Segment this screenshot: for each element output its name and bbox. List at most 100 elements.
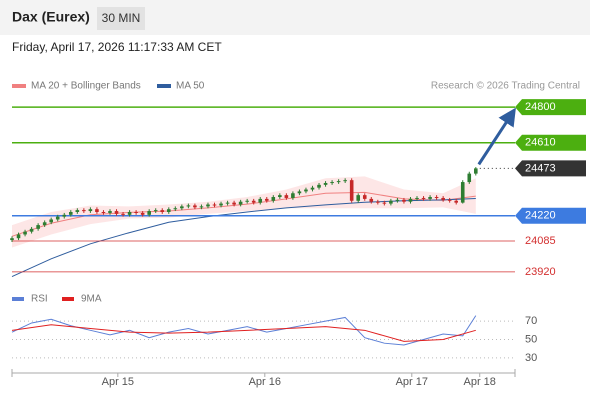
- legend-label: 9MA: [81, 294, 102, 305]
- candle-body: [16, 234, 21, 239]
- level-label: 24800: [525, 101, 556, 113]
- candle-body: [467, 173, 472, 183]
- candle-body: [264, 198, 269, 201]
- level-tag: [515, 160, 586, 177]
- candle-body: [238, 201, 243, 205]
- level-label: 23920: [525, 266, 556, 278]
- x-tick-label: Apr 16: [249, 376, 281, 388]
- timeframe[interactable]: 30 MIN: [102, 11, 141, 25]
- candle-body: [349, 180, 354, 201]
- x-tick-label: Apr 15: [102, 376, 134, 388]
- candle-body: [173, 208, 178, 210]
- candle-body: [382, 202, 387, 204]
- candle-body: [153, 210, 158, 212]
- candle-body: [474, 168, 478, 174]
- candle-body: [68, 211, 73, 215]
- candle-body: [134, 211, 138, 213]
- candle-body: [225, 202, 230, 204]
- level-tag: [515, 99, 586, 116]
- candle-body: [310, 187, 315, 190]
- candle-body: [284, 195, 289, 198]
- candle-body: [356, 195, 361, 201]
- candle-body: [343, 180, 347, 182]
- rsi-line: [11, 315, 477, 346]
- level-label: 24220: [525, 210, 556, 222]
- legend-label: RSI: [31, 294, 48, 305]
- candle-body: [186, 205, 191, 207]
- candle-body: [415, 197, 419, 199]
- candle-body: [232, 202, 236, 205]
- candle-body: [291, 193, 295, 198]
- candle-body: [297, 191, 302, 194]
- legend-swatch: [12, 297, 24, 301]
- rsi-tick-label: 50: [525, 333, 537, 345]
- candle-body: [323, 182, 328, 185]
- x-tick-label: Apr 17: [396, 376, 428, 388]
- candle-body: [82, 210, 86, 212]
- candle-body: [140, 212, 145, 215]
- candle-body: [402, 199, 406, 202]
- candle-body: [36, 225, 40, 229]
- candle-body: [389, 200, 393, 204]
- level-tag: [515, 207, 586, 224]
- legend-swatch: [12, 84, 26, 88]
- legend-swatch: [62, 297, 74, 301]
- candle-body: [160, 210, 165, 212]
- candle-body: [23, 231, 27, 235]
- candle-body: [55, 216, 60, 220]
- candle-body: [362, 195, 367, 199]
- candle-body: [62, 214, 67, 217]
- candle-body: [258, 198, 263, 203]
- candle-body: [330, 182, 334, 184]
- legend-swatch: [157, 84, 171, 88]
- candle-body: [395, 199, 400, 201]
- rsi-ma-line: [11, 324, 476, 342]
- candle-body: [42, 222, 47, 226]
- candle-body: [278, 195, 282, 198]
- candle-body: [245, 200, 249, 202]
- level-label: 24473: [525, 162, 556, 174]
- level-label: 24610: [525, 137, 556, 149]
- candle-body: [441, 197, 445, 200]
- candle-body: [460, 182, 465, 203]
- candle-body: [180, 206, 184, 209]
- level-tag: [515, 134, 586, 151]
- candle-body: [408, 198, 413, 202]
- candle-body: [251, 200, 256, 203]
- candle-body: [336, 181, 341, 183]
- candle-body: [376, 201, 380, 203]
- candle-body: [10, 238, 14, 241]
- candle-body: [95, 209, 99, 212]
- candle-body: [454, 200, 459, 203]
- timestamp: Friday, April 17, 2026 11:17:33 AM CET: [12, 40, 222, 54]
- candle-body: [49, 219, 53, 223]
- bollinger-band: [12, 176, 476, 248]
- rsi-tick-label: 30: [525, 352, 537, 364]
- candle-body: [127, 211, 132, 215]
- candle-body: [369, 198, 374, 202]
- rsi-tick-label: 70: [525, 315, 537, 327]
- candle-body: [101, 211, 106, 213]
- candle-body: [193, 205, 197, 208]
- candle-body: [121, 213, 125, 215]
- candle-body: [88, 209, 93, 212]
- level-label: 24085: [525, 235, 556, 247]
- chart-title: Dax (Eurex): [12, 9, 90, 25]
- candle-body: [212, 204, 217, 206]
- candle-body: [421, 197, 426, 199]
- candle-body: [114, 211, 119, 214]
- legend-label: MA 50: [176, 81, 205, 92]
- candle-body: [304, 189, 308, 192]
- timeframe-badge[interactable]: [97, 7, 145, 30]
- candle-body: [147, 211, 151, 215]
- forecast-arrow: [477, 107, 516, 166]
- candle-body: [434, 197, 439, 199]
- candle-body: [199, 206, 204, 208]
- candle-body: [108, 211, 112, 213]
- candle-body: [271, 197, 276, 201]
- candle-body: [317, 184, 321, 188]
- x-tick-label: Apr 18: [464, 376, 496, 388]
- candle-body: [29, 228, 34, 232]
- candle-body: [428, 197, 432, 199]
